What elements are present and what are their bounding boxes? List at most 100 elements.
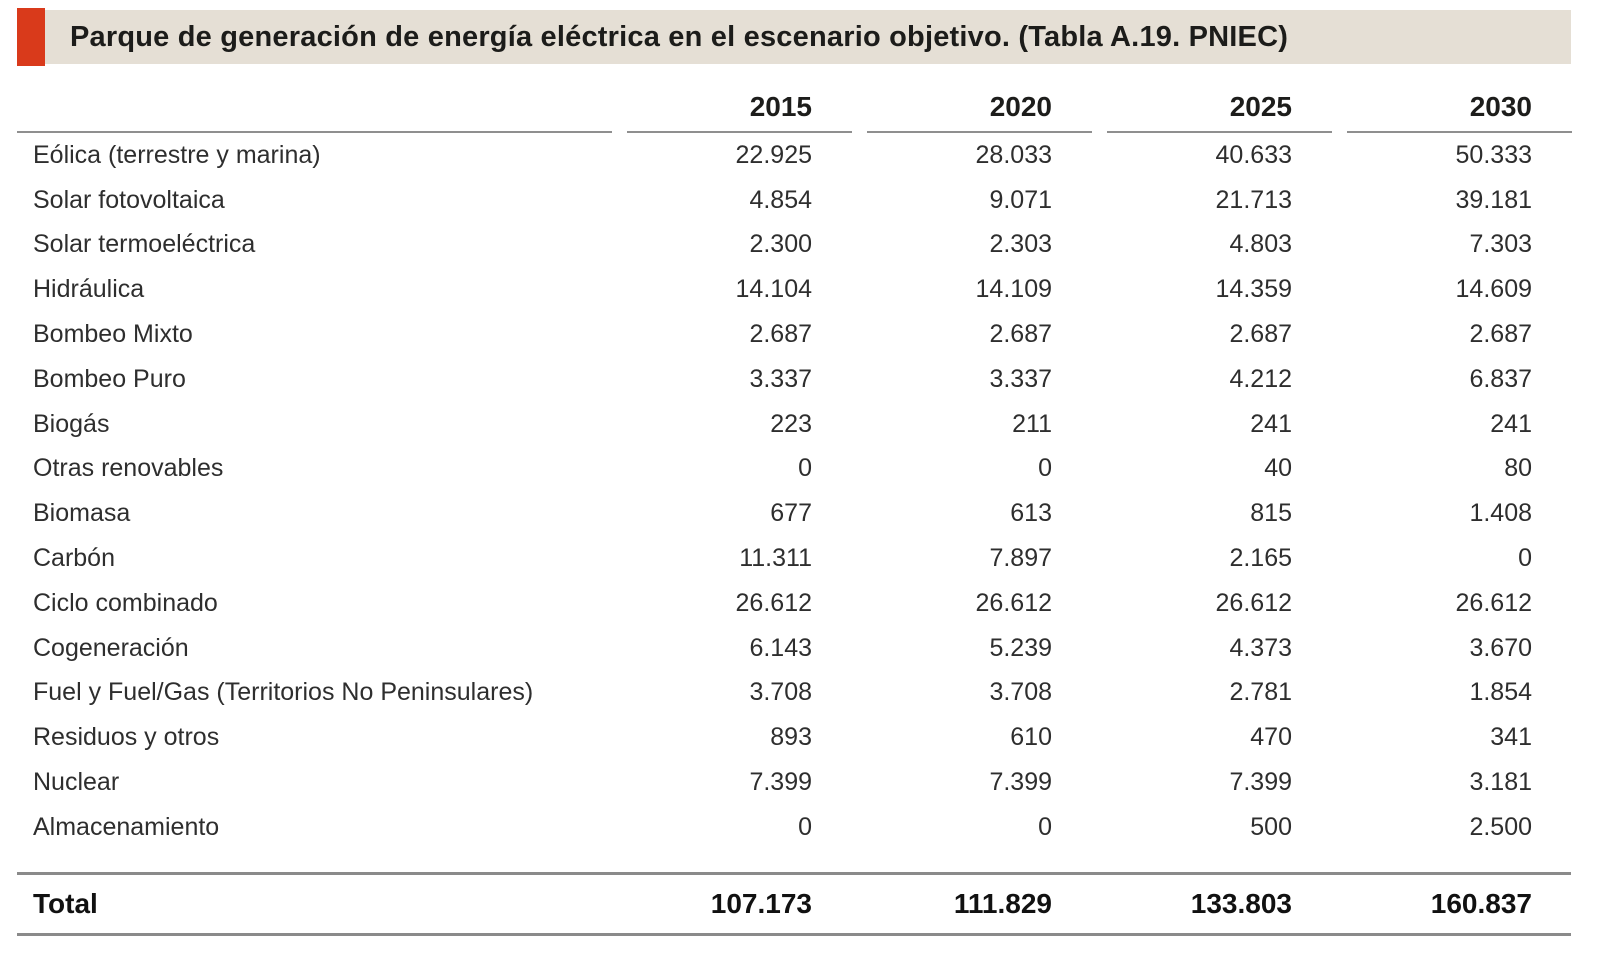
value-cell: 815	[1250, 499, 1292, 528]
value-cell: 21.713	[1215, 185, 1292, 214]
row-label: Solar fotovoltaica	[33, 185, 225, 214]
value-cell: 14.359	[1215, 275, 1292, 304]
value-cell: 500	[1250, 812, 1292, 841]
row-label: Bombeo Mixto	[33, 320, 193, 349]
row-label-header-cell	[17, 64, 612, 133]
value-cell: 7.399	[989, 768, 1052, 797]
value-cell: 6.143	[749, 633, 812, 662]
value-cell: 40.633	[1215, 140, 1292, 169]
total-value-2025: 133.803	[1190, 887, 1292, 919]
value-cell: 2.500	[1469, 812, 1532, 841]
value-cell: 50.333	[1455, 140, 1532, 169]
row-label: Cogeneración	[33, 633, 189, 662]
value-cell: 893	[770, 723, 812, 752]
value-cell: 3.708	[749, 678, 812, 707]
table-row: Cogeneración 6.143 5.239 4.373 3.670	[17, 626, 1571, 671]
total-row-label: Total	[33, 887, 98, 919]
value-cell: 14.109	[975, 275, 1052, 304]
table-row: Hidráulica 14.104 14.109 14.359 14.609	[17, 267, 1571, 312]
value-cell: 40	[1264, 454, 1292, 483]
value-cell: 2.687	[989, 320, 1052, 349]
row-label: Otras renovables	[33, 454, 224, 483]
value-cell: 0	[798, 812, 812, 841]
value-cell: 7.399	[749, 768, 812, 797]
table-row: Biomasa 677 613 815 1.408	[17, 491, 1571, 536]
value-cell: 26.612	[975, 588, 1052, 617]
table-row: Otras renovables 0 0 40 80	[17, 447, 1571, 492]
row-label: Fuel y Fuel/Gas (Territorios No Peninsul…	[33, 678, 534, 707]
value-cell: 2.165	[1229, 544, 1292, 573]
row-label: Bombeo Puro	[33, 364, 186, 393]
value-cell: 26.612	[735, 588, 812, 617]
value-cell: 610	[1010, 723, 1052, 752]
column-header-2025: 2025	[1107, 64, 1332, 133]
value-cell: 2.303	[989, 230, 1052, 259]
column-header-2030: 2030	[1347, 64, 1572, 133]
value-cell: 677	[770, 499, 812, 528]
value-cell: 80	[1504, 454, 1532, 483]
row-label: Biogás	[33, 409, 110, 438]
value-cell: 11.311	[739, 544, 812, 573]
value-cell: 3.708	[989, 678, 1052, 707]
table-row: Bombeo Puro 3.337 3.337 4.212 6.837	[17, 357, 1571, 402]
row-label: Ciclo combinado	[33, 588, 218, 617]
value-cell: 2.781	[1229, 678, 1292, 707]
table-row: Solar fotovoltaica 4.854 9.071 21.713 39.181	[17, 178, 1571, 223]
value-cell: 39.181	[1455, 185, 1532, 214]
value-cell: 0	[798, 454, 812, 483]
table-row: Fuel y Fuel/Gas (Territorios No Peninsul…	[17, 671, 1571, 716]
value-cell: 3.337	[749, 364, 812, 393]
value-cell: 223	[770, 409, 812, 438]
value-cell: 0	[1518, 544, 1532, 573]
title-band: Parque de generación de energía eléctric…	[17, 8, 1571, 66]
value-cell: 0	[1038, 812, 1052, 841]
table-row: Biogás 223 211 241 241	[17, 402, 1571, 447]
value-cell: 22.925	[735, 140, 812, 169]
value-cell: 0	[1038, 454, 1052, 483]
value-cell: 3.670	[1469, 633, 1532, 662]
value-cell: 5.239	[989, 633, 1052, 662]
row-label: Hidráulica	[33, 275, 145, 304]
total-value-2020: 111.829	[953, 887, 1052, 919]
total-value-2015: 107.173	[710, 887, 812, 919]
value-cell: 2.687	[749, 320, 812, 349]
row-label: Biomasa	[33, 499, 131, 528]
table-row: Carbón 11.311 7.897 2.165 0	[17, 536, 1571, 581]
value-cell: 4.212	[1229, 364, 1292, 393]
table-row: Eólica (terrestre y marina) 22.925 28.033 4…	[17, 133, 1571, 178]
value-cell: 1.408	[1469, 499, 1532, 528]
table-title: Parque de generación de energía eléctric…	[70, 21, 1289, 53]
row-label: Eólica (terrestre y marina)	[33, 140, 321, 169]
value-cell: 341	[1490, 723, 1532, 752]
column-header-2020: 2020	[867, 64, 1092, 133]
column-header-2015: 2015	[627, 64, 852, 133]
value-cell: 9.071	[989, 185, 1052, 214]
value-cell: 4.373	[1229, 633, 1292, 662]
value-cell: 4.803	[1229, 230, 1292, 259]
title-accent-bar	[17, 8, 45, 66]
table-row: Ciclo combinado 26.612 26.612 26.612 26.612	[17, 581, 1571, 626]
value-cell: 6.837	[1469, 364, 1532, 393]
value-cell: 7.897	[989, 544, 1052, 573]
value-cell: 470	[1250, 723, 1292, 752]
value-cell: 2.687	[1469, 320, 1532, 349]
table-body: Eólica (terrestre y marina) 22.925 28.033 4…	[17, 133, 1571, 872]
row-label: Carbón	[33, 544, 115, 573]
value-cell: 14.609	[1455, 275, 1532, 304]
table-row: Residuos y otros 893 610 470 341	[17, 715, 1571, 760]
value-cell: 2.687	[1229, 320, 1292, 349]
row-label: Residuos y otros	[33, 723, 220, 752]
value-cell: 7.399	[1229, 768, 1292, 797]
value-cell: 4.854	[749, 185, 812, 214]
value-cell: 613	[1010, 499, 1052, 528]
table-header-row: 2015 2020 2025 2030	[17, 64, 1572, 133]
table-figure: Parque de generación de energía eléctric…	[17, 8, 1572, 936]
value-cell: 3.181	[1469, 768, 1532, 797]
value-cell: 7.303	[1469, 230, 1532, 259]
table-row: Bombeo Mixto 2.687 2.687 2.687 2.687	[17, 312, 1571, 357]
row-label: Nuclear	[33, 768, 120, 797]
value-cell: 3.337	[989, 364, 1052, 393]
total-row: Total 107.173 111.829 133.803 160.837	[17, 871, 1571, 936]
table-row: Almacenamiento 0 0 500 2.500	[17, 805, 1571, 850]
table-row: Nuclear 7.399 7.399 7.399 3.181	[17, 760, 1571, 805]
